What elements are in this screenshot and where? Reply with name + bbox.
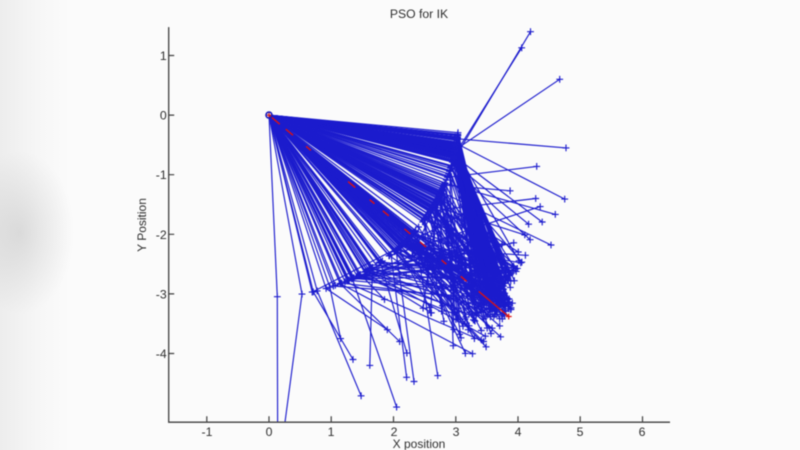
svg-text:-1: -1 — [202, 425, 213, 439]
svg-text:PSO for IK: PSO for IK — [390, 7, 448, 21]
svg-text:5: 5 — [577, 425, 584, 439]
svg-text:Y Position: Y Position — [135, 198, 149, 252]
svg-text:-1: -1 — [156, 168, 167, 182]
svg-text:-4: -4 — [156, 347, 167, 361]
svg-text:2: 2 — [391, 425, 398, 439]
svg-text:0: 0 — [160, 109, 167, 123]
svg-text:4: 4 — [515, 425, 522, 439]
svg-text:X position: X position — [393, 437, 446, 450]
svg-text:6: 6 — [639, 425, 646, 439]
svg-text:3: 3 — [453, 425, 460, 439]
svg-text:-3: -3 — [156, 287, 167, 301]
svg-text:1: 1 — [160, 49, 167, 63]
svg-text:1: 1 — [328, 425, 335, 439]
svg-text:-2: -2 — [156, 228, 167, 242]
svg-text:0: 0 — [266, 425, 273, 439]
